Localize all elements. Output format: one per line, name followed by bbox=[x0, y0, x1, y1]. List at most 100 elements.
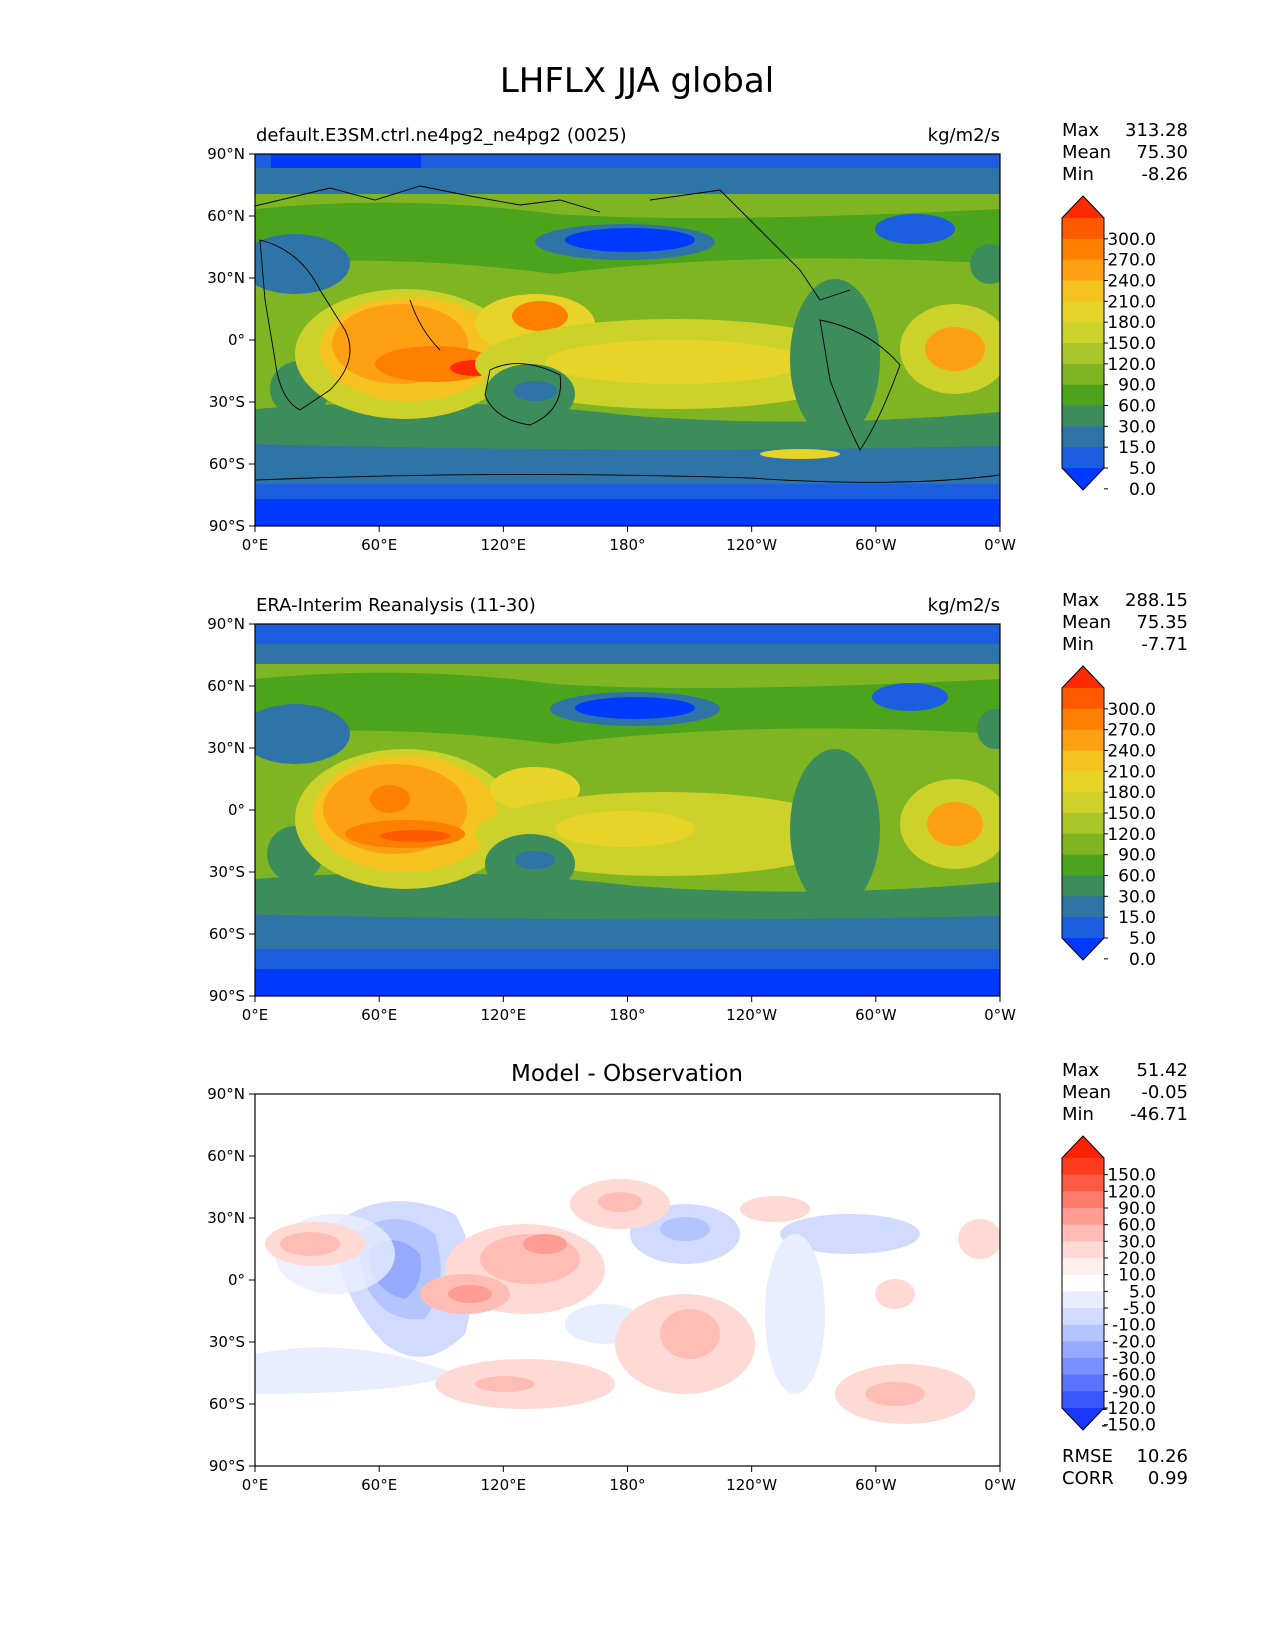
colorbar-band bbox=[1062, 1324, 1104, 1342]
x-tick-label: 120°W bbox=[726, 1006, 777, 1024]
stat-min-value: -46.71 bbox=[1130, 1104, 1188, 1125]
x-tick-label: 0°W bbox=[984, 1006, 1016, 1024]
stat-max-label: Max bbox=[1062, 120, 1100, 141]
colorbar-label: 0.0 bbox=[1129, 480, 1156, 500]
colorbar-extend-min bbox=[1062, 1408, 1104, 1430]
stats-difference: Max 51.42 Mean -0.05 Min -46.71 RMSE 10.… bbox=[1062, 1060, 1188, 1489]
x-tick-label: 180° bbox=[609, 536, 645, 554]
colorbar-label: 90.0 bbox=[1118, 376, 1156, 396]
colorbar-band bbox=[1062, 833, 1104, 856]
colorbar-label: 150.0 bbox=[1107, 804, 1156, 824]
colorbar-label: 15.0 bbox=[1118, 908, 1156, 928]
colorbar-band bbox=[1062, 1224, 1104, 1242]
colorbar-label: 180.0 bbox=[1107, 783, 1156, 803]
stat-max-label: Max bbox=[1062, 590, 1100, 611]
colorbar-band bbox=[1062, 301, 1104, 323]
y-tick-label: 90°S bbox=[209, 987, 245, 1005]
colorbar-label: 120.0 bbox=[1107, 355, 1156, 375]
colorbar-band bbox=[1062, 688, 1104, 710]
panel-title: Model - Observation bbox=[511, 1061, 743, 1087]
y-tick-label: 0° bbox=[228, 1271, 245, 1289]
colorbar-band bbox=[1062, 405, 1104, 427]
stat-min-label: Min bbox=[1062, 1104, 1094, 1125]
stat-mean-value: 75.35 bbox=[1136, 612, 1188, 633]
colorbar-label: 0.0 bbox=[1129, 950, 1156, 970]
panel-model: default.E3SM.ctrl.ne4pg2_ne4pg2 (0025) k… bbox=[207, 125, 1016, 554]
y-tick-label: 90°S bbox=[209, 1457, 245, 1475]
y-tick-label: 30°N bbox=[207, 739, 245, 757]
x-tick-label: 0°E bbox=[242, 1476, 269, 1494]
colorbar-label: 15.0 bbox=[1118, 438, 1156, 458]
colorbar-extend-max bbox=[1062, 666, 1104, 688]
map-field-observation bbox=[255, 624, 1000, 996]
colorbar-label: 5.0 bbox=[1129, 1282, 1156, 1302]
colorbar-extend-max bbox=[1062, 196, 1104, 218]
colorbar-label: 60.0 bbox=[1118, 1216, 1156, 1236]
colorbar-model: 300.0270.0240.0210.0180.0150.0120.090.06… bbox=[1061, 195, 1156, 500]
colorbar-label: 240.0 bbox=[1107, 742, 1156, 762]
colorbar-label: 30.0 bbox=[1118, 417, 1156, 437]
y-tick-label: 60°N bbox=[207, 207, 245, 225]
colorbar-band bbox=[1062, 1241, 1104, 1259]
x-tick-label: 0°W bbox=[984, 536, 1016, 554]
colorbar-label: 5.0 bbox=[1129, 459, 1156, 479]
y-tick-label: 60°S bbox=[209, 1395, 245, 1413]
colorbar-label: 210.0 bbox=[1107, 762, 1156, 782]
y-tick-label: 90°S bbox=[209, 517, 245, 535]
colorbar-band bbox=[1062, 1358, 1104, 1376]
colorbar-band bbox=[1062, 875, 1104, 897]
colorbar-label: 20.0 bbox=[1118, 1249, 1156, 1269]
colorbar-band bbox=[1062, 1208, 1104, 1226]
stats-observation: Max 288.15 Mean 75.35 Min -7.71 bbox=[1062, 590, 1188, 655]
stat-max-label: Max bbox=[1062, 1060, 1100, 1081]
colorbar-band bbox=[1062, 750, 1104, 772]
stat-min-label: Min bbox=[1062, 634, 1094, 655]
y-tick-label: 30°S bbox=[209, 863, 245, 881]
colorbar-label: 120.0 bbox=[1107, 825, 1156, 845]
colorbar-label: 150.0 bbox=[1107, 1166, 1156, 1186]
stat-mean-label: Mean bbox=[1062, 612, 1111, 633]
panel-observation: ERA-Interim Reanalysis (11-30) kg/m2/s bbox=[207, 595, 1016, 1024]
x-tick-label: 0°W bbox=[984, 1476, 1016, 1494]
colorbar-label: 30.0 bbox=[1118, 887, 1156, 907]
colorbar-label: -60.0 bbox=[1112, 1366, 1156, 1386]
stat-min-value: -7.71 bbox=[1141, 634, 1188, 655]
stat-max-value: 51.42 bbox=[1136, 1060, 1188, 1081]
x-tick-label: 120°W bbox=[726, 1476, 777, 1494]
x-tick-label: 120°E bbox=[481, 1006, 527, 1024]
y-tick-label: 90°N bbox=[207, 145, 245, 163]
y-tick-label: 0° bbox=[228, 801, 245, 819]
colorbar-band bbox=[1062, 1374, 1104, 1392]
colorbar-extend-min bbox=[1062, 468, 1104, 490]
colorbar-label: -10.0 bbox=[1112, 1316, 1156, 1336]
y-tick-label: 0° bbox=[228, 331, 245, 349]
colorbar-difference: 150.0120.090.060.030.020.010.05.0-5.0-10… bbox=[1061, 1135, 1156, 1436]
colorbar-band bbox=[1062, 1291, 1104, 1309]
stats-model: Max 313.28 Mean 75.30 Min -8.26 bbox=[1062, 120, 1188, 185]
y-tick-label: 60°N bbox=[207, 677, 245, 695]
y-tick-label: 30°N bbox=[207, 1209, 245, 1227]
x-tick-label: 60°W bbox=[855, 1476, 897, 1494]
colorbar-band bbox=[1062, 363, 1104, 386]
colorbar-band bbox=[1062, 854, 1104, 876]
colorbar-band bbox=[1062, 343, 1104, 365]
x-tick-label: 60°E bbox=[361, 536, 397, 554]
stat-mean-value: -0.05 bbox=[1141, 1082, 1188, 1103]
y-tick-label: 30°S bbox=[209, 1333, 245, 1351]
colorbar-label: 270.0 bbox=[1107, 721, 1156, 741]
colorbar-band bbox=[1062, 218, 1104, 240]
stat-max-value: 313.28 bbox=[1125, 120, 1188, 141]
colorbar-band bbox=[1062, 259, 1104, 281]
colorbar-band bbox=[1062, 1274, 1104, 1292]
colorbar-label: -20.0 bbox=[1112, 1332, 1156, 1352]
colorbar-band bbox=[1062, 384, 1104, 406]
colorbar-label: 300.0 bbox=[1107, 230, 1156, 250]
x-tick-label: 120°E bbox=[481, 536, 527, 554]
stat-rmse-value: 10.26 bbox=[1136, 1446, 1188, 1467]
colorbar-band bbox=[1062, 238, 1104, 261]
colorbar-label: 180.0 bbox=[1107, 313, 1156, 333]
panel-units: kg/m2/s bbox=[928, 595, 1000, 616]
y-tick-label: 60°N bbox=[207, 1147, 245, 1165]
colorbar-band bbox=[1062, 1174, 1104, 1192]
colorbar-label: -120.0 bbox=[1101, 1399, 1156, 1419]
